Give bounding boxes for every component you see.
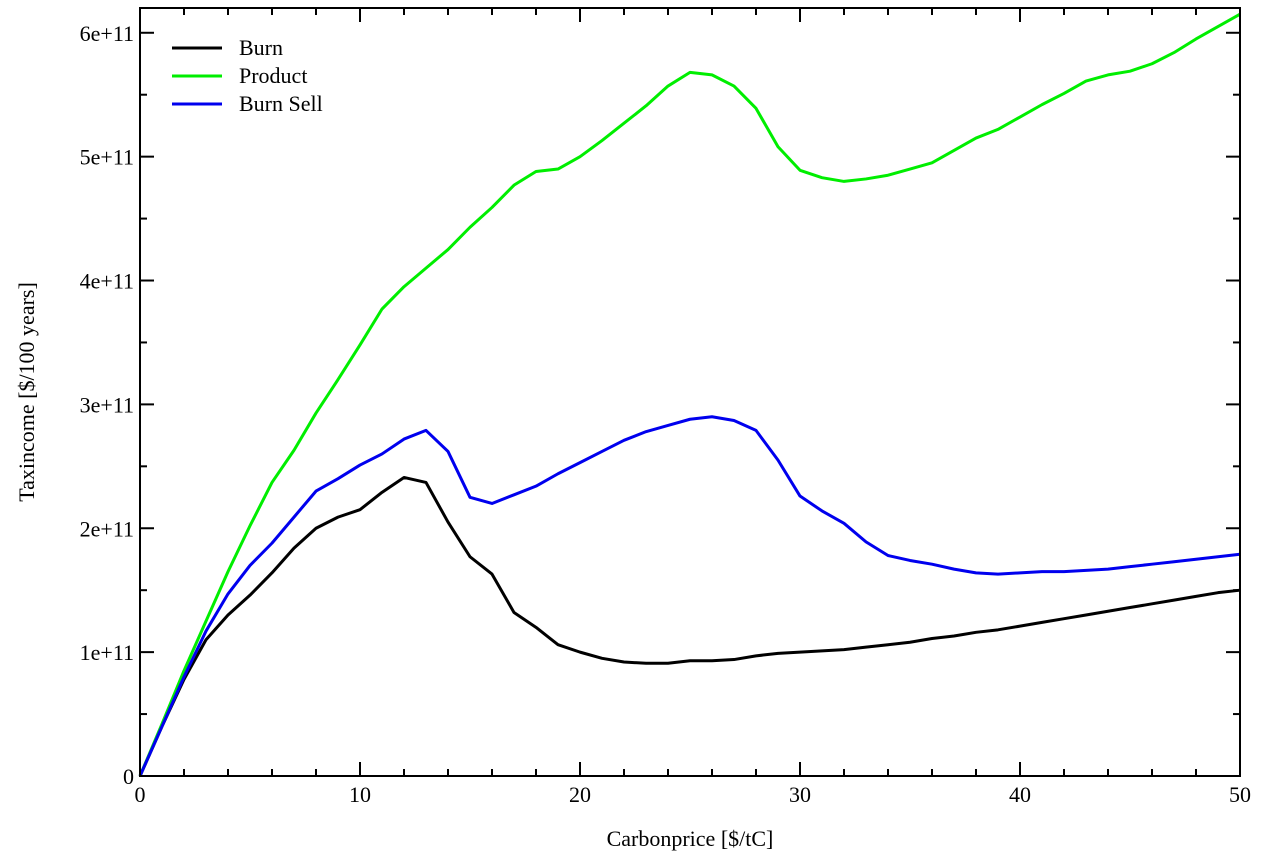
y-tick-label: 4e+11 <box>80 269 134 294</box>
series-line-burn-sell <box>138 415 1241 777</box>
series-layer <box>138 12 1241 777</box>
plot-frame <box>139 7 1241 777</box>
y-tick-label: 6e+11 <box>80 21 134 46</box>
x-tick-label: 0 <box>135 782 146 807</box>
x-tick-label: 20 <box>569 782 591 807</box>
axes-layer: 0 10 20 30 40 50 0 1e+11 2e+11 3e+11 4e+11 5e+11 6e+… <box>80 7 1251 807</box>
y-tick-label: 5e+11 <box>80 145 134 170</box>
y-tick-label: 2e+11 <box>80 516 134 541</box>
y-tick-label: 1e+11 <box>80 640 134 665</box>
legend-entry-label: Product <box>239 63 307 88</box>
x-axis-label: Carbonprice [$/tC] <box>607 826 774 851</box>
legend-entry-label: Burn <box>239 35 283 60</box>
x-tick-label: 10 <box>349 782 371 807</box>
y-tick-label: 0 <box>123 764 134 789</box>
y-tick-label: 3e+11 <box>80 392 134 417</box>
series-line-product <box>138 12 1241 777</box>
legend-entry-label: Burn Sell <box>239 91 323 116</box>
y-axis-label: Taxincome [$/100 years] <box>14 282 39 502</box>
x-tick-label: 40 <box>1009 782 1031 807</box>
series-line-burn <box>138 475 1241 777</box>
x-tick-label: 30 <box>789 782 811 807</box>
x-tick-label: 50 <box>1229 782 1251 807</box>
legend: Burn Product Burn Sell <box>172 35 323 116</box>
